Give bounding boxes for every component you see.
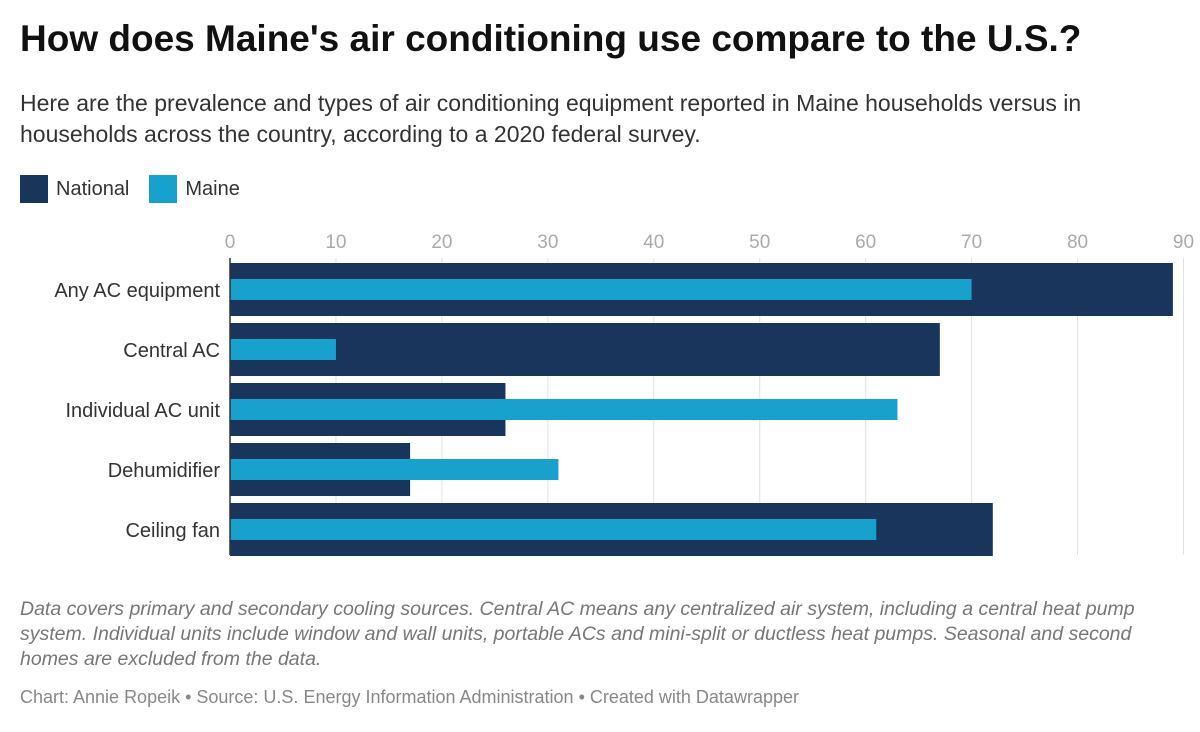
x-tick-label: 60 <box>855 232 876 253</box>
x-tick-label: 30 <box>537 232 558 253</box>
bar-maine <box>230 339 336 360</box>
chart-credit: Chart: Annie Ropeik • Source: U.S. Energ… <box>20 687 799 707</box>
category-label: Central AC <box>123 340 220 362</box>
x-tick-label: 90 <box>1173 232 1194 253</box>
category-label: Any AC equipment <box>54 280 220 302</box>
x-tick-label: 0 <box>225 232 236 253</box>
category-label: Individual AC unit <box>65 400 220 422</box>
legend-swatch-national <box>20 175 48 203</box>
x-tick-label: 70 <box>961 232 982 253</box>
bar-national <box>230 323 940 376</box>
legend-item-national: National <box>20 175 129 203</box>
x-tick-label: 40 <box>643 232 664 253</box>
x-tick-label: 50 <box>749 232 770 253</box>
category-label: Ceiling fan <box>125 520 220 542</box>
bar-maine <box>230 399 898 420</box>
chart-note: Data covers primary and secondary coolin… <box>20 598 1135 670</box>
bar-maine <box>230 459 559 480</box>
legend-label-maine: Maine <box>185 177 240 200</box>
legend-label-national: National <box>56 177 130 200</box>
x-tick-label: 20 <box>431 232 452 253</box>
legend: National Maine <box>20 175 240 203</box>
legend-swatch-maine <box>149 175 178 203</box>
legend-item-maine: Maine <box>149 175 240 203</box>
bar-maine <box>230 279 972 300</box>
x-tick-label: 10 <box>325 232 346 253</box>
chart-subtitle: Here are the prevalence and types of air… <box>20 90 1082 147</box>
x-tick-label: 80 <box>1067 232 1088 253</box>
bar-maine <box>230 519 877 540</box>
chart-title: How does Maine's air conditioning use co… <box>20 18 1082 59</box>
category-label: Dehumidifier <box>108 460 221 482</box>
